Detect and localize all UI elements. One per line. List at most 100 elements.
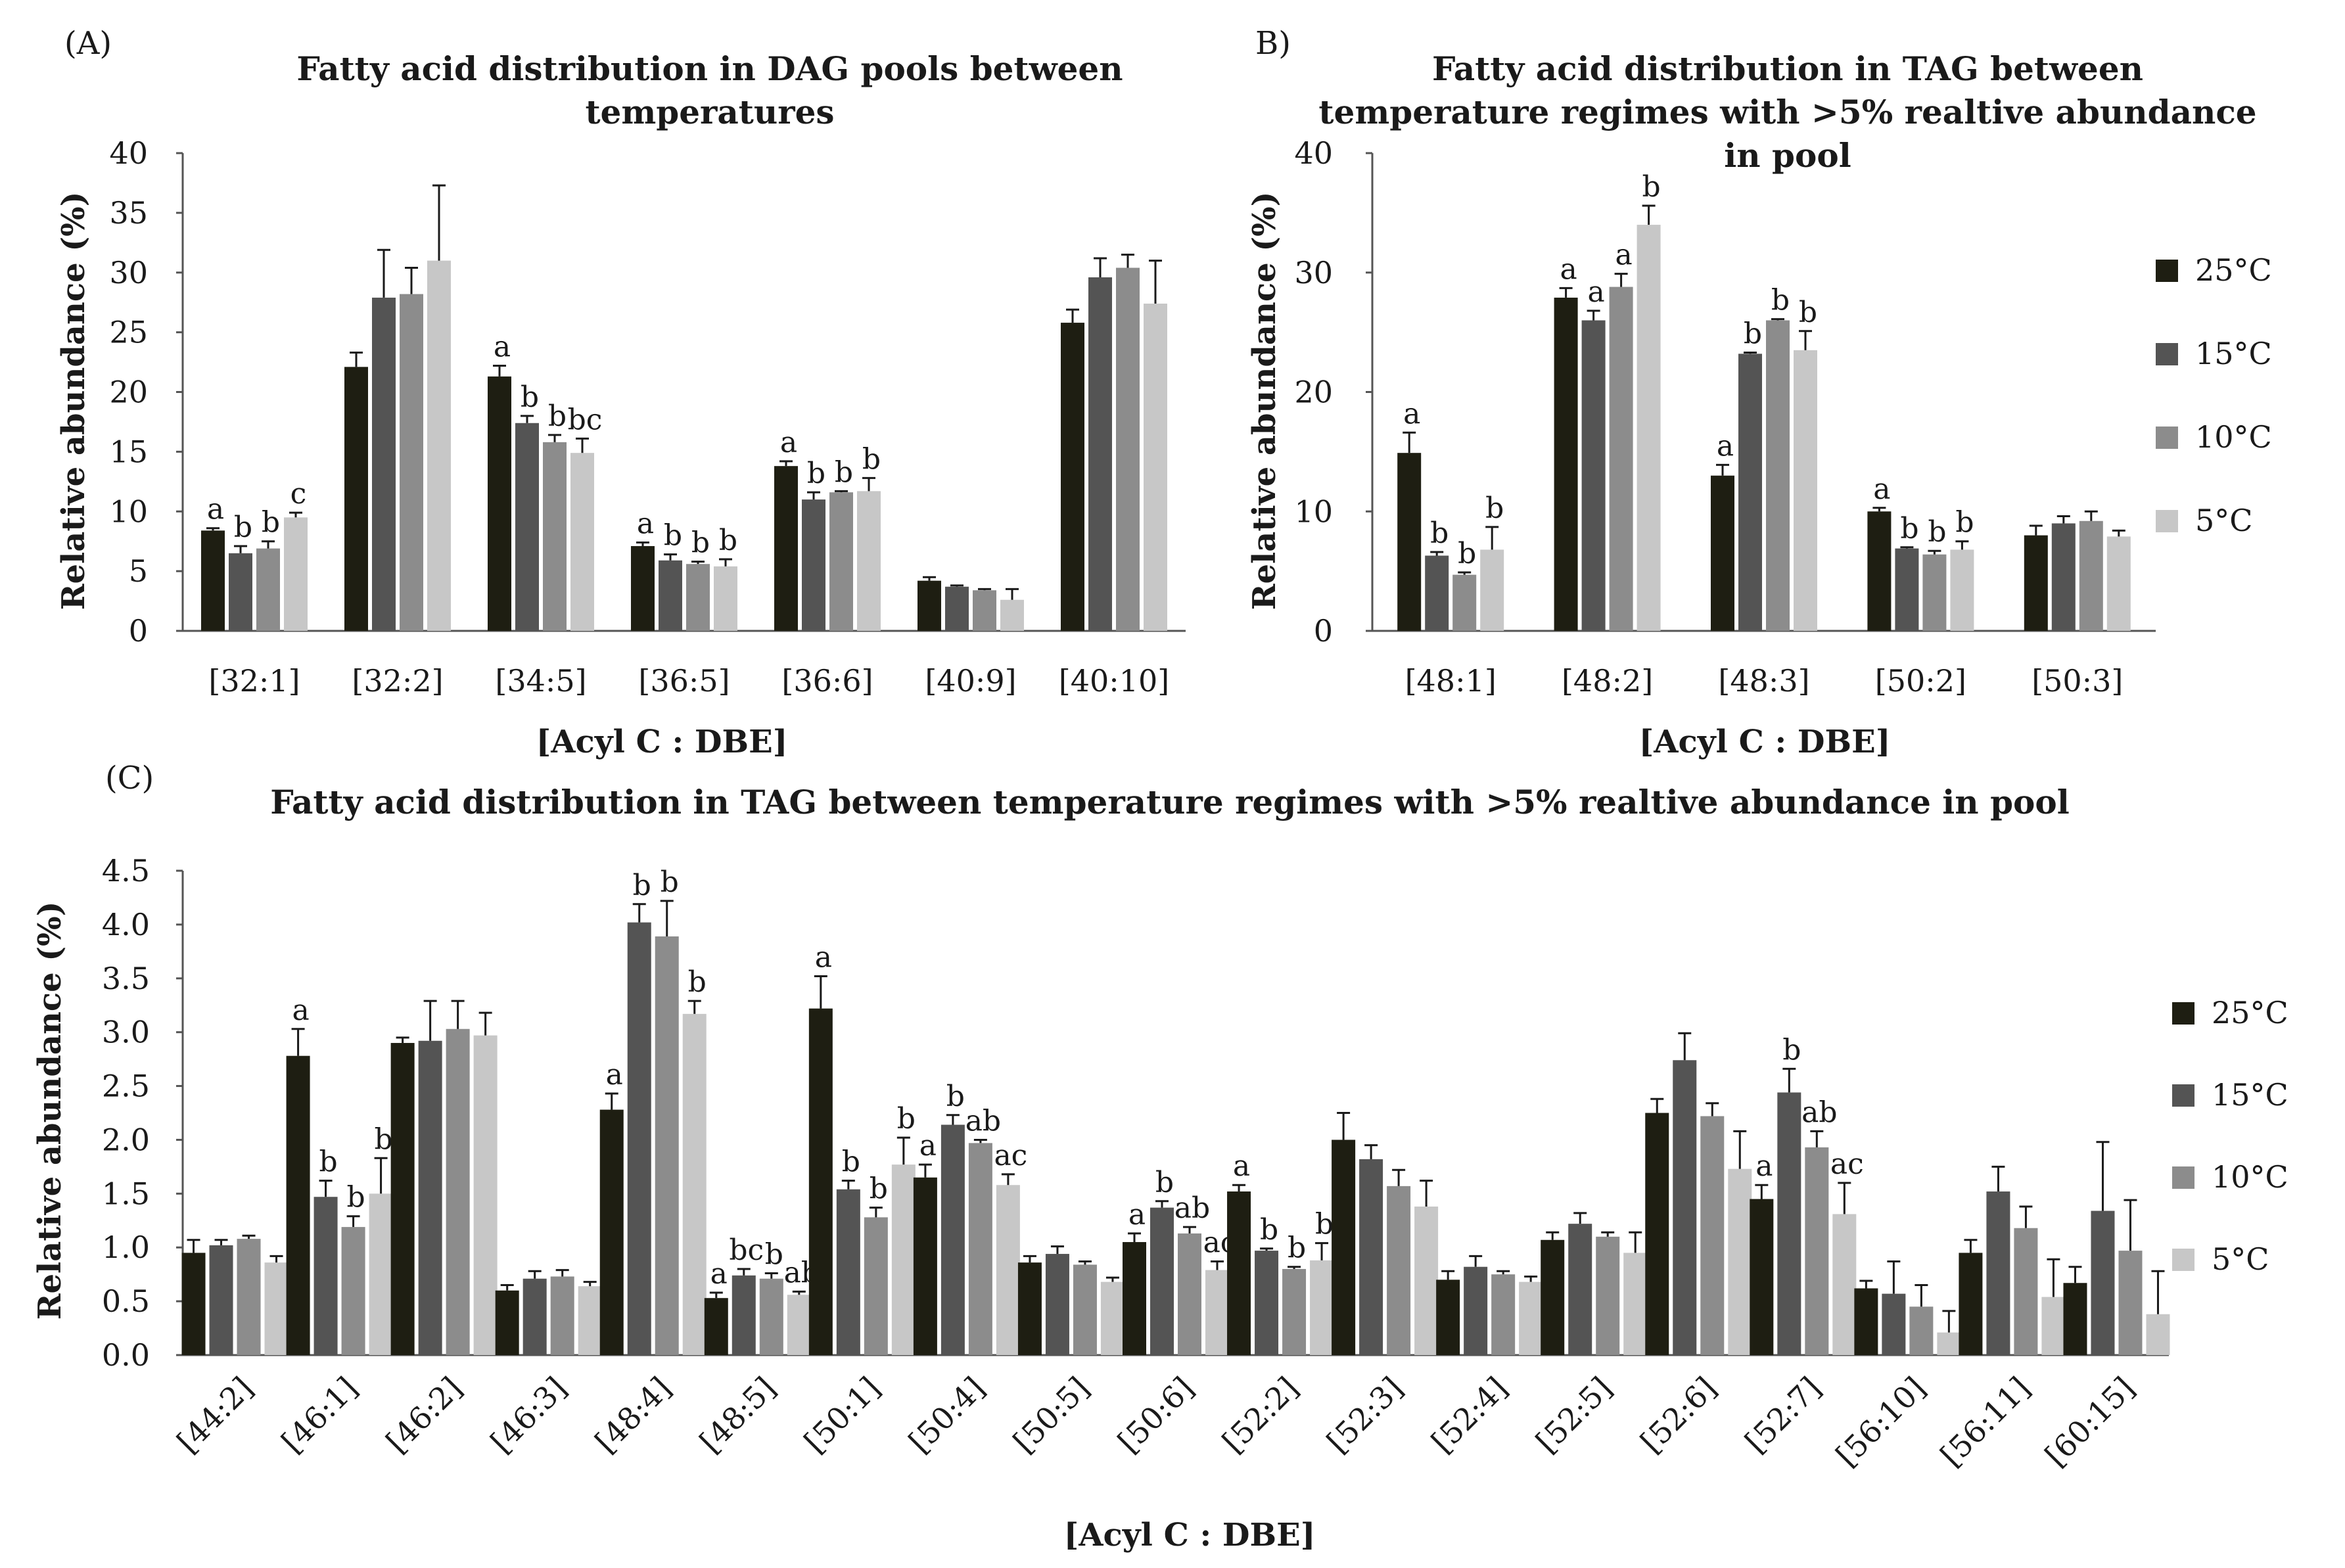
bar-c-5610-3 (1937, 1332, 1961, 1355)
bar-c-505-1 (1045, 1254, 1069, 1355)
bar-b-482-1 (1581, 320, 1606, 631)
bar-a-322-0 (344, 367, 368, 631)
bar-a-366-2 (829, 492, 853, 631)
bar-a-345-2 (543, 442, 567, 631)
x-category-label: [48:5] (693, 1370, 783, 1460)
bar-c-5610-2 (1909, 1306, 1934, 1355)
bar-c-501-1 (836, 1189, 860, 1355)
x-category-label: [50:3] (2032, 663, 2123, 699)
bar-c-506-0 (1123, 1242, 1146, 1355)
x-category-label: [48:4] (588, 1370, 678, 1460)
panel-c-label: (C) (105, 760, 154, 796)
x-category-label: [52:7] (1738, 1370, 1828, 1460)
y-tick-label: 30 (1294, 255, 1333, 290)
bar-a-366-0 (774, 466, 798, 631)
x-category-label: [56:10] (1829, 1370, 1932, 1473)
bar-c-527-0 (1750, 1199, 1774, 1355)
significance-letter: b (862, 442, 881, 476)
x-category-label: [46:2] (379, 1370, 469, 1460)
significance-letter: b (1782, 1033, 1801, 1067)
legend-label: 15°C (2212, 1077, 2288, 1113)
bar-c-524-2 (1491, 1274, 1516, 1355)
significance-letter: a (780, 426, 797, 459)
x-category-label: [32:1] (208, 663, 300, 699)
bar-c-442-1 (209, 1245, 233, 1355)
panel-a-title-line-2: temperatures (585, 93, 834, 131)
bar-c-522-2 (1282, 1268, 1307, 1355)
significance-letter: bc (729, 1234, 764, 1267)
panel-c-legend: 25°C 15°C 10°C 5°C (2172, 995, 2288, 1277)
x-category-label: [56:11] (1934, 1370, 2037, 1473)
legend-swatch (2156, 510, 2178, 532)
bar-b-482-2 (1609, 287, 1633, 631)
legend-label: 5°C (2195, 503, 2252, 538)
legend-label: 25°C (2195, 252, 2272, 288)
bar-a-4010-1 (1088, 277, 1112, 631)
legend-swatch (2156, 343, 2178, 365)
significance-letter: a (494, 331, 511, 364)
panel-a-y-label: Relative abundance (%) (55, 192, 92, 611)
bar-c-462-3 (473, 1035, 498, 1355)
bar-c-504-2 (968, 1143, 992, 1355)
bar-c-485-3 (787, 1295, 811, 1355)
x-category-label: [60:15] (2038, 1370, 2141, 1473)
significance-letter: ab (965, 1104, 1001, 1138)
legend-label: 10°C (2212, 1159, 2288, 1195)
significance-letter: ac (994, 1139, 1027, 1172)
significance-letter: b (835, 455, 853, 489)
bar-c-6015-1 (2091, 1211, 2115, 1355)
bar-a-321-2 (256, 548, 280, 631)
bar-c-5611-1 (1986, 1191, 2010, 1355)
significance-letter: a (292, 994, 309, 1027)
x-category-label: [52:2] (1215, 1370, 1305, 1460)
y-tick-label: 40 (109, 135, 148, 171)
y-tick-label: 3.5 (102, 961, 150, 996)
y-tick-label: 3.0 (102, 1015, 150, 1050)
bar-a-409-1 (945, 586, 969, 631)
significance-letter: b (688, 965, 707, 999)
bar-c-526-2 (1700, 1116, 1725, 1355)
bar-a-322-1 (372, 297, 396, 631)
significance-letter: b (633, 869, 651, 902)
y-tick-label: 20 (1294, 375, 1333, 410)
bar-a-365-3 (714, 566, 737, 631)
x-category-label: [36:5] (638, 663, 730, 699)
bar-c-524-1 (1464, 1266, 1488, 1355)
bar-a-321-0 (201, 530, 225, 631)
legend-swatch (2172, 1166, 2194, 1189)
bar-c-5610-1 (1882, 1293, 1906, 1355)
legend-swatch (2172, 1084, 2194, 1107)
significance-letter: b (719, 524, 737, 557)
significance-letter: b (1928, 515, 1946, 549)
x-category-label: [40:10] (1059, 663, 1169, 699)
panel-a-label: (A) (64, 25, 112, 62)
panel-c-title: Fatty acid distribution in TAG between t… (270, 783, 2069, 821)
bar-c-525-1 (1568, 1224, 1592, 1355)
x-category-label: [40:9] (925, 663, 1016, 699)
bar-b-481-2 (1452, 574, 1477, 631)
bar-c-504-0 (913, 1177, 937, 1355)
bar-a-365-2 (686, 564, 710, 631)
bar-a-321-1 (229, 553, 252, 631)
bar-b-503-1 (2051, 523, 2076, 631)
significance-letter: a (637, 507, 654, 541)
y-tick-label: 20 (109, 375, 148, 410)
y-tick-label: 35 (109, 195, 148, 231)
bar-c-527-2 (1805, 1147, 1829, 1355)
legend-swatch (2156, 260, 2178, 282)
significance-letter: a (1755, 1149, 1773, 1183)
panel-b-label: B) (1255, 25, 1291, 62)
significance-letter: bc (568, 403, 603, 436)
bar-c-523-1 (1359, 1159, 1383, 1355)
x-category-label: [46:3] (484, 1370, 574, 1460)
significance-letter: b (1458, 537, 1476, 570)
significance-letter: b (1485, 492, 1504, 525)
bar-c-485-0 (704, 1298, 728, 1355)
bar-c-506-2 (1178, 1233, 1201, 1355)
x-category-label: [44:2] (170, 1370, 260, 1460)
bar-c-527-1 (1777, 1092, 1801, 1355)
y-tick-label: 5 (129, 553, 148, 589)
panel-c-plot: 0.00.51.01.52.02.53.03.54.04.5[44:2]abbb… (102, 853, 2170, 1473)
